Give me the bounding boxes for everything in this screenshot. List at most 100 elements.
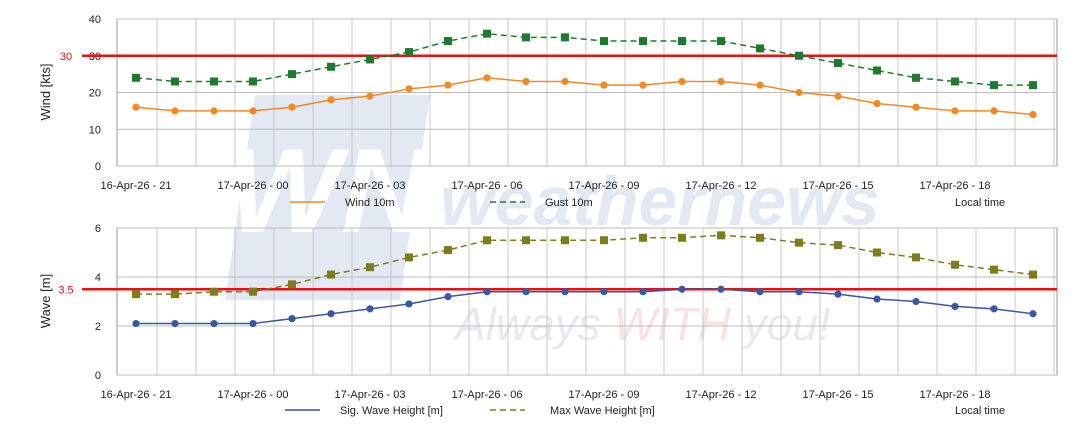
wind-series-2-point <box>678 37 686 46</box>
wave-series-1-point <box>327 310 335 318</box>
wind-series-2-point <box>483 29 491 38</box>
wave-series-1-point <box>990 305 998 313</box>
wave-series-2-point <box>366 263 374 272</box>
wind-xtick-label: 17-Apr-26 - 18 <box>920 180 991 192</box>
wind-series-2-point <box>210 77 218 86</box>
wave-ytick-label: 0 <box>95 370 101 382</box>
wave-series-2-point <box>990 265 998 274</box>
wind-ytick-label: 20 <box>89 88 101 100</box>
wind-series-2-point <box>561 33 569 42</box>
wind-series-1-point <box>249 107 257 115</box>
watermark-tagline: Always WITH you! <box>452 298 831 350</box>
wn-logo-text: WN <box>228 124 430 258</box>
wind-legend-label-2: Gust 10m <box>545 197 593 209</box>
wind-series-1-point <box>444 81 452 89</box>
wave-xtick-label: 17-Apr-26 - 18 <box>920 389 991 401</box>
wave-series-2-point <box>522 236 530 245</box>
wave-local-time-note: Local time <box>955 405 1005 417</box>
wave-series-1-point <box>834 290 842 298</box>
wind-series-1-point <box>405 85 413 93</box>
wave-series-2-point <box>795 238 803 247</box>
wave-xtick-label: 17-Apr-26 - 00 <box>218 389 289 401</box>
wind-ytick-label: 10 <box>89 124 101 136</box>
tagline-part-2: WITH <box>613 298 731 350</box>
wave-series-1-point <box>873 295 881 303</box>
wave-series-1-point <box>288 315 296 323</box>
wind-series-1-point <box>951 107 959 115</box>
wind-xtick-label: 17-Apr-26 - 03 <box>335 180 406 192</box>
tagline-part-1: Always <box>452 298 613 350</box>
wave-series-1-point <box>639 288 647 296</box>
wave-xtick-label: 17-Apr-26 - 06 <box>452 389 523 401</box>
wind-series-1-point <box>327 96 335 104</box>
wave-legend-label-1: Sig. Wave Height [m] <box>340 405 443 417</box>
wave-xtick-label: 17-Apr-26 - 15 <box>803 389 874 401</box>
wind-series-2-point <box>171 77 179 86</box>
wind-y-axis-label: Wind [kts] <box>38 63 53 120</box>
wind-series-2-point <box>951 77 959 86</box>
wave-threshold-label: 3.5 <box>58 284 73 296</box>
wave-series-1-point <box>912 297 920 306</box>
wind-series-2-point <box>717 37 725 46</box>
weathernews-watermark: WN weathernews Always WITH you! <box>225 95 880 350</box>
wave-series-2-point <box>405 253 413 262</box>
wave-series-2-point <box>873 248 881 257</box>
wave-series-1-point <box>366 305 374 313</box>
wave-series-2-point <box>756 233 764 242</box>
wave-series-1-point <box>249 319 257 328</box>
wind-series-2-point <box>912 73 920 82</box>
wind-series-2-point <box>873 66 881 75</box>
wave-series-2-point <box>717 231 725 240</box>
wind-local-time-note: Local time <box>955 197 1005 209</box>
wind-series-2-point <box>132 73 140 82</box>
wave-series-2-point <box>249 287 257 296</box>
wave-xtick-label: 17-Apr-26 - 12 <box>686 389 757 401</box>
wind-series-2-point <box>795 51 803 60</box>
wn-logo-shape <box>225 95 430 300</box>
wind-series-1-point <box>522 77 530 86</box>
wave-series-2-point <box>171 290 179 299</box>
wind-xtick-label: 16-Apr-26 - 21 <box>101 180 172 192</box>
wave-series-1-point <box>444 293 452 301</box>
wind-series-2-point <box>288 70 296 79</box>
wave-series-1-point <box>405 300 413 308</box>
wind-series-1-point <box>717 77 725 86</box>
wave-series-1-point <box>522 288 530 296</box>
wind-threshold-label: 30 <box>60 51 72 63</box>
wave-series-2-point <box>483 236 491 245</box>
wave-series-2-point <box>678 233 686 242</box>
wave-chart: 0 2 4 6 Wave [m] 16-Apr-26 - 21 17-Apr-26 - 00… <box>38 223 1058 417</box>
wind-xtick-label: 17-Apr-26 - 12 <box>686 180 757 192</box>
wave-series-1-point <box>561 288 569 296</box>
wave-series-2-point <box>639 233 647 242</box>
wave-ytick-label: 2 <box>95 321 101 333</box>
wave-ytick-label: 6 <box>95 223 101 235</box>
wave-series-1-point <box>756 288 764 296</box>
wind-series-2-point <box>405 48 413 57</box>
wind-series-2-point <box>834 59 842 68</box>
wind-ytick-label: 40 <box>89 14 101 26</box>
wind-series-2-point <box>327 62 335 71</box>
wind-series-1-point <box>483 74 491 82</box>
wind-xtick-label: 17-Apr-26 - 06 <box>452 180 523 192</box>
wind-series-1-point <box>795 88 803 97</box>
wind-series-1-point <box>756 81 764 89</box>
wind-series-1-point <box>171 107 179 115</box>
wave-series-2-point <box>288 280 296 289</box>
wave-series-2-point <box>561 236 569 245</box>
wave-xtick-label: 16-Apr-26 - 21 <box>101 389 172 401</box>
wind-series-1-point <box>366 92 374 100</box>
wind-series-2-point <box>990 81 998 90</box>
wind-series-1-point <box>132 103 140 111</box>
wind-series-1-point <box>678 77 686 86</box>
wind-series-2-point <box>249 77 257 86</box>
wave-series-1-point <box>132 319 140 328</box>
wave-series-1-point <box>795 288 803 296</box>
wind-series-1-point <box>990 107 998 115</box>
wave-series-1-point <box>600 288 608 296</box>
wave-series-2-point <box>210 287 218 296</box>
wave-series-1-point <box>171 319 179 328</box>
wave-series-2-point <box>600 236 608 245</box>
wind-series-1-point <box>210 107 218 115</box>
